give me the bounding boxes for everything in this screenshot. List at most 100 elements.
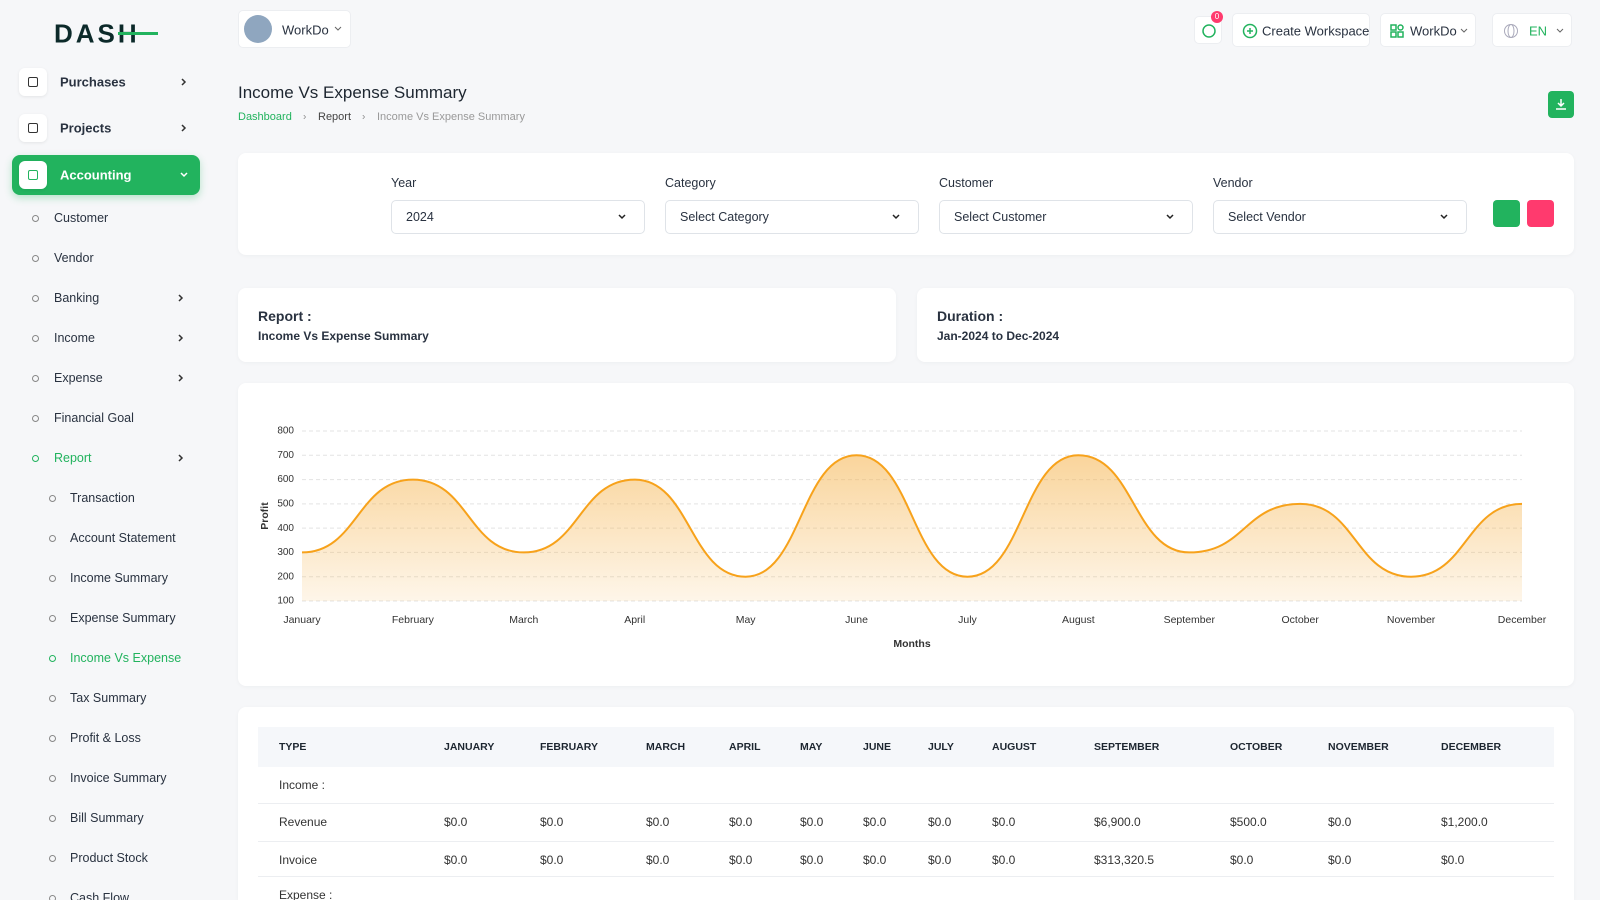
table-cell: $1,200.0 [1441, 815, 1488, 829]
bullet [49, 495, 56, 502]
filter-select[interactable]: Select Category [665, 200, 919, 234]
menu-link[interactable]: Financial Goal [54, 411, 134, 425]
column-header: FEBRUARY [540, 741, 598, 753]
filter-value: Select Category [680, 210, 769, 224]
column-header: TYPE [279, 741, 307, 753]
menu-link[interactable]: Income Vs Expense [70, 651, 182, 665]
chat-icon [1202, 24, 1216, 38]
menu-link[interactable]: Vendor [54, 251, 94, 265]
chart-card: 100 200 300 400 500 600 700 800 January February M… [238, 383, 1574, 686]
y-tick-label: 700 [277, 450, 294, 461]
filter-select[interactable]: Select Vendor [1213, 200, 1467, 234]
menu-link[interactable]: Tax Summary [70, 691, 147, 705]
menu-link[interactable]: Account Statement [70, 531, 176, 545]
table-cell: $0.0 [1328, 853, 1352, 867]
row-divider [258, 803, 1554, 804]
menu-link[interactable]: Transaction [70, 491, 135, 505]
user-menu[interactable]: WorkDo [1380, 13, 1476, 47]
logo-accent [118, 32, 158, 35]
table-cell: $0.0 [444, 853, 468, 867]
language-code: EN [1529, 23, 1548, 39]
bullet [49, 775, 56, 782]
notification-button[interactable]: 0 [1194, 11, 1223, 44]
column-header: MAY [800, 741, 823, 753]
bullet [32, 455, 39, 462]
y-axis-title: Profit [259, 502, 271, 530]
menu-link[interactable]: Expense [54, 371, 103, 385]
menu-link[interactable]: Income Summary [70, 571, 168, 585]
x-tick-label: May [736, 614, 757, 626]
grid-icon [1390, 24, 1404, 38]
chevron [1440, 214, 1448, 220]
column-header: NOVEMBER [1328, 741, 1389, 753]
duration-card: Duration : Jan-2024 to Dec-2024 [917, 288, 1574, 362]
filter-value: Select Vendor [1228, 210, 1306, 224]
notification-count: 0 [1211, 11, 1223, 23]
module-glyph [28, 77, 38, 87]
menu-link[interactable]: Income [54, 331, 95, 345]
module-glyph [28, 170, 38, 180]
x-tick-label: January [283, 614, 321, 626]
filter-card: Year 2024 Category Select Category Customer S… [238, 153, 1574, 255]
menu-link[interactable]: Report [54, 451, 92, 465]
table-cell: $0.0 [800, 815, 824, 829]
breadcrumb-link[interactable]: Dashboard [238, 111, 292, 123]
workspace-switcher[interactable]: WorkDo [238, 10, 351, 48]
create-workspace-button[interactable]: Create Workspace [1232, 13, 1370, 47]
table-cell: Expense : [279, 888, 333, 900]
menu-link[interactable]: Customer [54, 211, 109, 225]
menu-link[interactable]: Banking [54, 291, 100, 305]
breadcrumb-separator: › [303, 111, 307, 123]
bullet [49, 575, 56, 582]
menu-link[interactable]: Expense Summary [70, 611, 176, 625]
module-icon [19, 68, 47, 96]
breadcrumb-link[interactable]: Report [318, 111, 352, 123]
table-cell: Revenue [279, 815, 328, 829]
menu-link[interactable]: Invoice Summary [70, 771, 167, 785]
language-menu[interactable]: EN [1492, 13, 1572, 47]
clear-button[interactable] [1527, 200, 1554, 227]
menu-link[interactable]: Profit & Loss [70, 731, 141, 745]
module-link[interactable]: Purchases [60, 74, 126, 90]
menu-link[interactable]: Product Stock [70, 851, 148, 865]
bullet [32, 295, 39, 302]
column-header: JANUARY [444, 741, 495, 753]
column-header: MARCH [646, 741, 686, 753]
y-tick-label: 500 [277, 498, 294, 509]
chevron [334, 26, 342, 31]
breadcrumb-current: Income Vs Expense Summary [377, 111, 525, 123]
chevron [181, 124, 187, 132]
table-cell: $313,320.5 [1094, 853, 1155, 867]
menu-link[interactable]: Bill Summary [70, 811, 144, 825]
table-cell: $0.0 [992, 853, 1016, 867]
bullet [32, 335, 39, 342]
search-button[interactable] [1493, 200, 1520, 227]
filter-label: Customer [939, 176, 994, 190]
bullet [49, 695, 56, 702]
row-divider [258, 876, 1554, 877]
plus-icon [1242, 23, 1258, 39]
y-tick-label: 600 [277, 474, 294, 485]
download-button[interactable] [1548, 91, 1574, 118]
bullet [49, 815, 56, 822]
filter-select[interactable]: 2024 [391, 200, 645, 234]
table-cell: $0.0 [992, 815, 1016, 829]
sidebar: DASH Purchases Projects Accounting Customer… [0, 0, 212, 900]
column-header: APRIL [729, 741, 761, 753]
x-tick-label: September [1164, 614, 1216, 626]
bullet [49, 655, 56, 662]
bullet [32, 415, 39, 422]
chevron [178, 374, 184, 382]
column-header: SEPTEMBER [1094, 741, 1160, 753]
chevron [178, 454, 184, 462]
bullet [49, 895, 56, 900]
x-tick-label: March [509, 614, 538, 626]
report-label: Report : [258, 308, 312, 324]
module-link[interactable]: Projects [60, 120, 112, 136]
table-cell: $0.0 [863, 853, 887, 867]
table-cell: $6,900.0 [1094, 815, 1141, 829]
module-link[interactable]: Accounting [60, 167, 132, 183]
menu-link[interactable]: Cash Flow [70, 891, 130, 900]
filter-select[interactable]: Select Customer [939, 200, 1193, 234]
summary-table: TYPE JANUARY FEBRUARY MARCH APRIL MAY JUNE JULY… [238, 707, 1574, 900]
